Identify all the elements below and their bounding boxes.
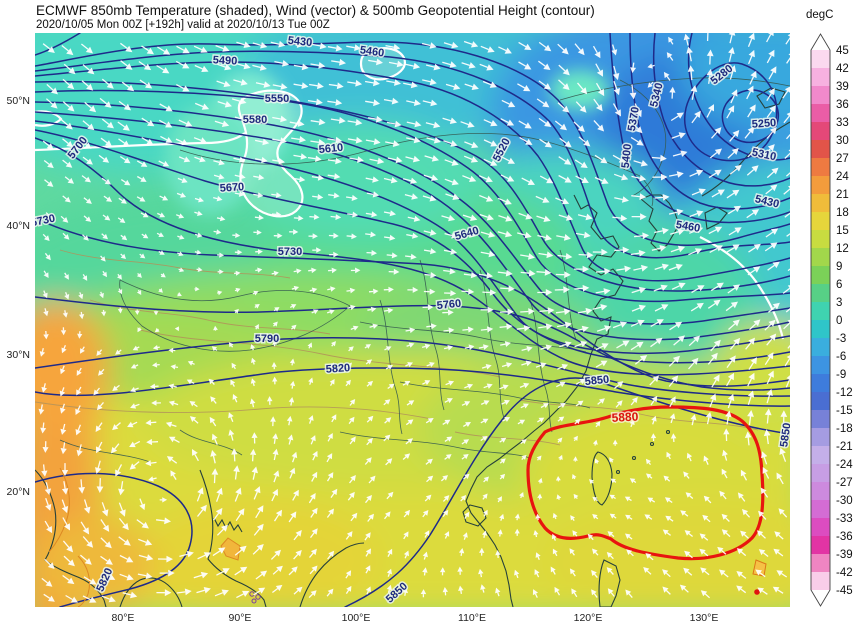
colorbar-tick: 15: [836, 225, 849, 237]
colorbar-tick: 27: [836, 153, 849, 165]
terrain-contours: [35, 249, 759, 446]
wind-arrow-shafts: [40, 33, 790, 601]
contour-label: 5820: [325, 362, 350, 376]
lat-tick-label: 30°N: [6, 349, 30, 361]
colorbar-tick: -3: [836, 333, 846, 345]
colorbar-tick: 36: [836, 99, 849, 111]
colorbar-tick: -39: [836, 549, 853, 561]
colorbar-tick: -27: [836, 477, 853, 489]
colorbar-tick: 0: [836, 315, 842, 327]
colorbar-unit-label: degC: [806, 9, 834, 21]
contour-label: 5460: [675, 219, 701, 235]
page-title: ECMWF 850mb Temperature (shaded), Wind (…: [36, 3, 595, 18]
colorbar-tick: 18: [836, 207, 849, 219]
colorbar-tick: 39: [836, 81, 849, 93]
contour-label: 5610: [318, 142, 344, 156]
colorbar-tick: 21: [836, 189, 849, 201]
colorbar-tick: 3: [836, 297, 842, 309]
colorbar-tick-labels: 4542393633302724211815129630-3-6-9-12-15…: [836, 45, 853, 597]
colorbar-tick: 6: [836, 279, 842, 291]
contour-label: 5400: [620, 143, 634, 169]
lon-tick-label: 110°E: [458, 612, 486, 624]
contour-label: 5790: [255, 333, 279, 345]
colorbar-tick: -45: [836, 585, 853, 597]
lat-tick-label: 40°N: [6, 220, 30, 232]
contour-label: 5580: [243, 114, 267, 126]
colorbar-tick: -12: [836, 387, 853, 399]
contour-label: 5460: [359, 44, 385, 59]
contour-label: 5250: [751, 117, 776, 131]
contour-label: 5370: [626, 106, 642, 132]
colorbar-tick: 33: [836, 117, 849, 129]
lon-tick-label: 80°E: [111, 612, 135, 624]
lon-tick-label: 130°E: [689, 612, 719, 624]
colorbar-tick: 30: [836, 135, 849, 147]
contour-label: 5850: [584, 374, 610, 388]
lat-tick-label: 50°N: [6, 95, 30, 107]
colorbar-tick: 24: [836, 171, 849, 183]
lat-tick-label: 20°N: [6, 486, 30, 498]
contour-label: 5730: [278, 246, 302, 258]
contour-label: 5760: [436, 298, 462, 312]
colorbar-tick: 12: [836, 243, 849, 255]
colorbar-tick: -15: [836, 405, 853, 417]
colorbar-frame: [810, 33, 831, 607]
political-borders: [59, 77, 790, 463]
colorbar-tick: 9: [836, 261, 842, 273]
contour-label: 5430: [287, 35, 313, 49]
contour-label: 5550: [265, 93, 289, 105]
colorbar-tick: -18: [836, 423, 853, 435]
highlight-contour-5880: [526, 405, 765, 561]
lon-tick-label: 90°E: [228, 612, 252, 624]
wind-vectors: [38, 33, 790, 603]
colorbar-tick: -6: [836, 351, 846, 363]
colorbar-tick: -42: [836, 567, 853, 579]
lon-tick-label: 100°E: [341, 612, 371, 624]
colorbar-tick: -9: [836, 369, 846, 381]
colorbar-tick: -24: [836, 459, 853, 471]
colorbar-tick: 42: [836, 63, 849, 75]
contour-label-highlight: 5880: [611, 409, 639, 424]
contour-label: 5850: [778, 422, 790, 448]
colorbar-tick: -21: [836, 441, 853, 453]
temperature-shading: [35, 33, 790, 607]
colorbar-tick: -30: [836, 495, 853, 507]
colorbar-bands: [811, 34, 830, 606]
valid-time-subtitle: 2020/10/05 Mon 00Z [+192h] valid at 2020…: [36, 19, 330, 31]
lon-tick-label: 120°E: [573, 612, 603, 624]
contour-label: 5670: [219, 181, 244, 195]
colorbar-tick: -36: [836, 531, 853, 543]
colorbar-tick: -33: [836, 513, 853, 525]
contour-label: 5430: [754, 193, 781, 211]
contour-label: 5490: [212, 54, 237, 67]
colorbar-tick: 45: [836, 45, 849, 57]
colorbar: degC 4542393633302724211815129630-3-6-9-…: [806, 9, 853, 607]
